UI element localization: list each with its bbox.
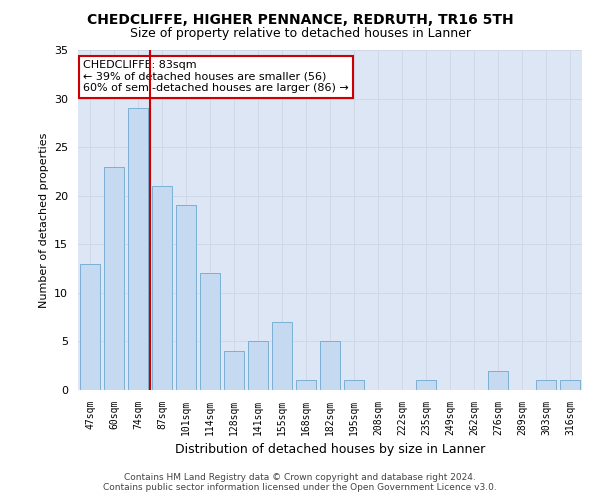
Bar <box>344 380 364 390</box>
Y-axis label: Number of detached properties: Number of detached properties <box>38 132 49 308</box>
Bar <box>104 166 124 390</box>
Bar <box>224 351 244 390</box>
Bar <box>152 186 172 390</box>
Bar <box>176 206 196 390</box>
Bar <box>80 264 100 390</box>
Bar <box>536 380 556 390</box>
Bar <box>200 274 220 390</box>
Text: Contains HM Land Registry data © Crown copyright and database right 2024.
Contai: Contains HM Land Registry data © Crown c… <box>103 473 497 492</box>
Bar <box>296 380 316 390</box>
Bar <box>320 342 340 390</box>
Bar <box>248 342 268 390</box>
Bar <box>416 380 436 390</box>
Bar <box>488 370 508 390</box>
Text: Size of property relative to detached houses in Lanner: Size of property relative to detached ho… <box>130 28 470 40</box>
X-axis label: Distribution of detached houses by size in Lanner: Distribution of detached houses by size … <box>175 444 485 456</box>
Text: CHEDCLIFFE: 83sqm
← 39% of detached houses are smaller (56)
60% of semi-detached: CHEDCLIFFE: 83sqm ← 39% of detached hous… <box>83 60 349 94</box>
Text: CHEDCLIFFE, HIGHER PENNANCE, REDRUTH, TR16 5TH: CHEDCLIFFE, HIGHER PENNANCE, REDRUTH, TR… <box>86 12 514 26</box>
Bar <box>560 380 580 390</box>
Bar <box>272 322 292 390</box>
Bar <box>128 108 148 390</box>
